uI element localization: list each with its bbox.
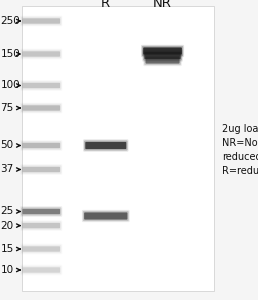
FancyBboxPatch shape [142, 49, 183, 62]
FancyBboxPatch shape [143, 47, 182, 55]
FancyBboxPatch shape [83, 139, 128, 152]
FancyBboxPatch shape [20, 206, 62, 217]
FancyBboxPatch shape [21, 141, 61, 150]
FancyBboxPatch shape [21, 50, 61, 58]
FancyBboxPatch shape [22, 51, 60, 57]
FancyBboxPatch shape [21, 221, 61, 230]
FancyBboxPatch shape [85, 142, 126, 149]
Text: R: R [101, 0, 110, 10]
FancyBboxPatch shape [22, 167, 60, 172]
Text: 100: 100 [1, 80, 20, 91]
FancyBboxPatch shape [22, 246, 60, 252]
FancyBboxPatch shape [144, 55, 181, 65]
FancyBboxPatch shape [82, 210, 130, 222]
Text: 75: 75 [1, 103, 14, 113]
FancyBboxPatch shape [21, 81, 61, 90]
FancyBboxPatch shape [21, 17, 61, 25]
Text: 20: 20 [1, 220, 14, 231]
FancyBboxPatch shape [141, 45, 184, 57]
FancyBboxPatch shape [22, 143, 60, 148]
Text: 150: 150 [1, 49, 20, 59]
FancyBboxPatch shape [144, 52, 181, 59]
FancyBboxPatch shape [84, 140, 128, 151]
Text: 37: 37 [1, 164, 14, 175]
FancyBboxPatch shape [21, 104, 61, 112]
Text: NR: NR [153, 0, 172, 10]
FancyBboxPatch shape [22, 18, 60, 24]
Text: 50: 50 [1, 140, 14, 151]
FancyBboxPatch shape [83, 211, 129, 221]
FancyBboxPatch shape [21, 207, 61, 216]
FancyBboxPatch shape [21, 245, 61, 253]
FancyBboxPatch shape [142, 46, 183, 56]
Text: 10: 10 [1, 265, 14, 275]
FancyBboxPatch shape [143, 54, 182, 66]
FancyBboxPatch shape [21, 165, 61, 174]
Text: 2ug loading
NR=Non-
reduced
R=reduced: 2ug loading NR=Non- reduced R=reduced [222, 124, 258, 176]
FancyBboxPatch shape [22, 105, 60, 111]
FancyBboxPatch shape [146, 56, 180, 64]
FancyBboxPatch shape [22, 209, 60, 214]
Text: 15: 15 [1, 244, 14, 254]
Text: 25: 25 [1, 206, 14, 217]
FancyBboxPatch shape [22, 223, 60, 228]
FancyBboxPatch shape [143, 50, 182, 61]
FancyBboxPatch shape [84, 212, 127, 220]
FancyBboxPatch shape [21, 266, 61, 274]
FancyBboxPatch shape [22, 267, 60, 273]
FancyBboxPatch shape [22, 6, 214, 291]
Text: 250: 250 [1, 16, 20, 26]
FancyBboxPatch shape [22, 83, 60, 88]
